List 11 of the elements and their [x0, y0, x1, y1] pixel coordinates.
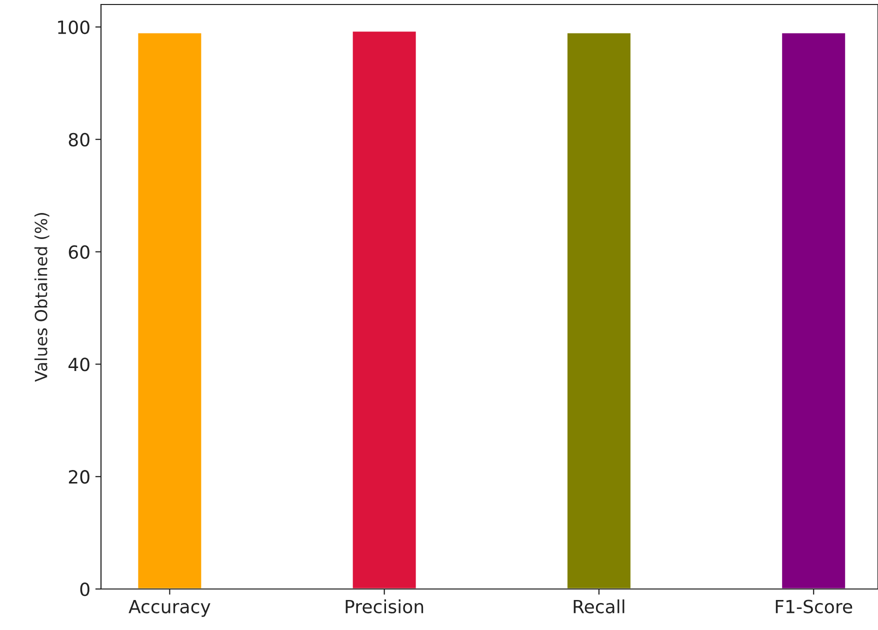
- x-tick-label: Accuracy: [128, 600, 210, 617]
- y-tick-label: 80: [68, 132, 90, 146]
- y-tick-label: 20: [68, 470, 90, 484]
- y-tick-label: 60: [68, 245, 90, 259]
- y-tick-label: 0: [80, 582, 90, 596]
- y-tick-label: 100: [58, 20, 90, 34]
- y-axis-title: Values Obtained (%): [34, 213, 50, 382]
- y-tick-label: 40: [68, 358, 90, 372]
- x-tick-label: F1-Score: [776, 600, 852, 614]
- x-tick-label: Recall: [574, 599, 624, 614]
- x-tick-label: Precision: [346, 599, 424, 614]
